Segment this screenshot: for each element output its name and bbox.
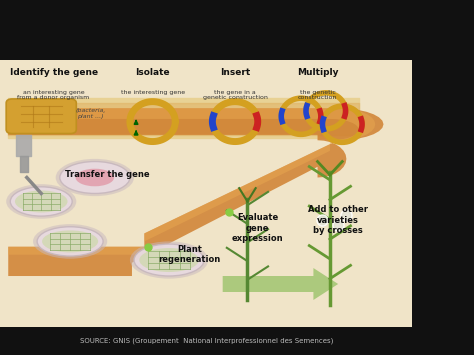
- Text: Identify the gene: Identify the gene: [9, 68, 98, 77]
- Text: Multiply: Multiply: [297, 68, 338, 77]
- Text: SOURCE: GNIS (Groupement  National Interprofessionnel des Semences): SOURCE: GNIS (Groupement National Interp…: [80, 338, 333, 344]
- Text: Isolate: Isolate: [135, 68, 170, 77]
- Text: (bacteria,
plant ...): (bacteria, plant ...): [75, 108, 106, 119]
- Text: Plant
regeneration: Plant regeneration: [159, 245, 221, 264]
- Ellipse shape: [60, 162, 130, 193]
- Ellipse shape: [37, 227, 103, 256]
- Ellipse shape: [130, 241, 208, 279]
- Text: the interesting gene: the interesting gene: [120, 89, 185, 95]
- Polygon shape: [8, 108, 375, 255]
- Text: Insert: Insert: [220, 68, 250, 77]
- Ellipse shape: [75, 169, 114, 186]
- Ellipse shape: [55, 159, 134, 196]
- Text: the gene in a
genetic construction: the gene in a genetic construction: [202, 89, 267, 100]
- Ellipse shape: [6, 184, 76, 219]
- Text: Add to other
varieties
by crosses: Add to other varieties by crosses: [308, 205, 368, 235]
- Ellipse shape: [42, 230, 98, 252]
- Ellipse shape: [15, 191, 67, 212]
- Text: Evaluate
gene
expression: Evaluate gene expression: [232, 213, 283, 243]
- Polygon shape: [223, 268, 338, 300]
- Ellipse shape: [134, 244, 204, 276]
- Polygon shape: [8, 108, 383, 276]
- Text: The steps involved in genetic modificati: The steps involved in genetic modificati: [8, 13, 474, 41]
- Text: Transfer the gene: Transfer the gene: [65, 170, 149, 179]
- FancyBboxPatch shape: [6, 99, 76, 133]
- Text: the genetic
construction: the genetic construction: [298, 89, 337, 100]
- Text: an interesting gene
from a donor organism: an interesting gene from a donor organis…: [18, 89, 90, 100]
- Ellipse shape: [139, 248, 199, 272]
- Ellipse shape: [33, 224, 107, 259]
- Ellipse shape: [10, 187, 72, 216]
